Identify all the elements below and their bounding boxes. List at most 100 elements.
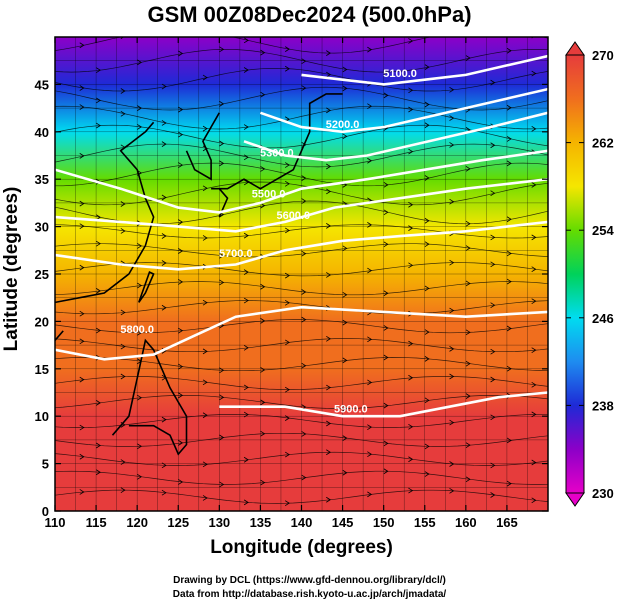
wind-arrow bbox=[367, 336, 373, 343]
wind-arrow bbox=[202, 299, 208, 306]
wind-arrow bbox=[178, 50, 184, 57]
wind-arrow bbox=[326, 449, 332, 456]
wind-arrow bbox=[408, 87, 414, 94]
wind-arrow bbox=[260, 399, 266, 406]
wind-arrow bbox=[120, 110, 126, 117]
wind-arrow bbox=[120, 343, 126, 350]
contour-label: 5100.0 bbox=[383, 68, 417, 80]
wind-arrow bbox=[120, 459, 126, 465]
wind-arrow bbox=[162, 28, 166, 33]
wind-arrow bbox=[243, 269, 249, 275]
wind-arrow bbox=[284, 415, 290, 421]
wind-arrow bbox=[342, 319, 348, 326]
contour-line bbox=[55, 220, 548, 271]
streamline bbox=[55, 357, 548, 372]
contour-line bbox=[55, 149, 548, 214]
wind-arrow bbox=[383, 354, 389, 361]
wind-arrow bbox=[342, 245, 348, 252]
wind-arrow bbox=[161, 233, 167, 239]
wind-arrow bbox=[408, 423, 414, 430]
wind-arrow bbox=[301, 250, 307, 257]
wind-arrow bbox=[178, 248, 184, 254]
wind-arrow bbox=[243, 232, 249, 239]
wind-arrow bbox=[95, 288, 101, 294]
height-contours bbox=[55, 54, 548, 418]
wind-arrow bbox=[531, 70, 537, 77]
colorbar-bottom-arrow bbox=[565, 492, 585, 507]
wind-arrow bbox=[243, 37, 249, 44]
colorbar-tick-label: 246 bbox=[592, 311, 614, 326]
wind-arrow bbox=[506, 136, 512, 142]
wind-arrow bbox=[506, 325, 512, 332]
wind-arrow bbox=[465, 442, 471, 449]
wind-arrow bbox=[367, 451, 373, 458]
wind-arrow bbox=[383, 290, 389, 297]
wind-arrow bbox=[284, 339, 290, 346]
wind-arrow bbox=[243, 124, 249, 130]
wind-arrow bbox=[326, 71, 332, 78]
wind-arrow bbox=[342, 405, 348, 412]
wind-arrow bbox=[449, 86, 455, 93]
wind-arrow bbox=[178, 440, 184, 446]
contour-line bbox=[259, 87, 548, 134]
wind-arrow bbox=[178, 363, 184, 370]
streamline bbox=[55, 338, 548, 353]
contour-labels: 5100.0 5200.0 5300.0 5500.0 5600.0 5700.0 5800… bbox=[120, 68, 417, 416]
streamline bbox=[55, 162, 548, 187]
temperature-field: 5100.0 5200.0 5300.0 5500.0 5600.0 5700.0 5800… bbox=[55, 28, 548, 511]
wind-arrow bbox=[219, 101, 225, 107]
wind-arrow bbox=[219, 279, 225, 286]
wind-arrow bbox=[243, 499, 249, 506]
wind-arrow bbox=[301, 58, 307, 65]
contour-label: 5600.0 bbox=[276, 210, 310, 222]
wind-arrow bbox=[424, 64, 430, 70]
credit-data: Data from http://database.rish.kyoto-u.a… bbox=[172, 589, 447, 600]
wind-arrow bbox=[383, 440, 389, 447]
wind-arrow bbox=[79, 424, 85, 431]
wind-arrow bbox=[95, 327, 101, 334]
wind-arrow bbox=[367, 491, 373, 498]
wind-arrow bbox=[506, 278, 512, 285]
wind-arrow bbox=[284, 451, 290, 458]
wind-arrow bbox=[490, 234, 496, 241]
wind-arrow bbox=[506, 437, 512, 444]
x-tick-label: 155 bbox=[414, 515, 436, 530]
wind-arrow bbox=[465, 393, 471, 399]
wind-arrow bbox=[449, 488, 455, 494]
wind-arrow bbox=[137, 473, 143, 480]
wind-arrow bbox=[531, 347, 537, 353]
y-tick-label: 10 bbox=[35, 409, 49, 424]
streamline bbox=[55, 243, 548, 258]
wind-arrow bbox=[243, 344, 249, 351]
wind-arrow bbox=[465, 476, 471, 483]
wind-arrow bbox=[260, 318, 266, 324]
wind-arrow bbox=[137, 443, 143, 450]
wind-arrow bbox=[326, 107, 332, 114]
y-tick-label: 15 bbox=[35, 362, 49, 377]
wind-arrow bbox=[449, 461, 455, 467]
wind-arrow bbox=[408, 340, 414, 347]
wind-arrow bbox=[531, 234, 537, 241]
streamline bbox=[55, 86, 548, 111]
wind-arrow bbox=[202, 379, 208, 386]
wind-arrow bbox=[203, 30, 207, 35]
wind-arrow bbox=[260, 49, 266, 56]
streamline bbox=[55, 432, 548, 447]
wind-arrow bbox=[202, 461, 208, 468]
wind-arrow bbox=[367, 424, 373, 431]
wind-arrow bbox=[284, 272, 290, 279]
wind-arrow bbox=[342, 469, 348, 476]
wind-arrow bbox=[219, 252, 225, 259]
wind-arrow bbox=[79, 42, 85, 49]
wind-arrow bbox=[260, 283, 266, 290]
wind-arrow bbox=[531, 459, 537, 466]
x-tick-label: 115 bbox=[86, 515, 107, 530]
wind-arrow bbox=[120, 309, 126, 316]
wind-arrow bbox=[202, 74, 208, 81]
x-axis: 110 115 120 125 130 135 140 145 150 155 160 165 bbox=[45, 37, 518, 530]
wind-arrow bbox=[260, 202, 266, 209]
wind-arrow bbox=[326, 496, 332, 503]
wind-arrow bbox=[79, 310, 85, 317]
wind-arrow bbox=[301, 474, 307, 481]
